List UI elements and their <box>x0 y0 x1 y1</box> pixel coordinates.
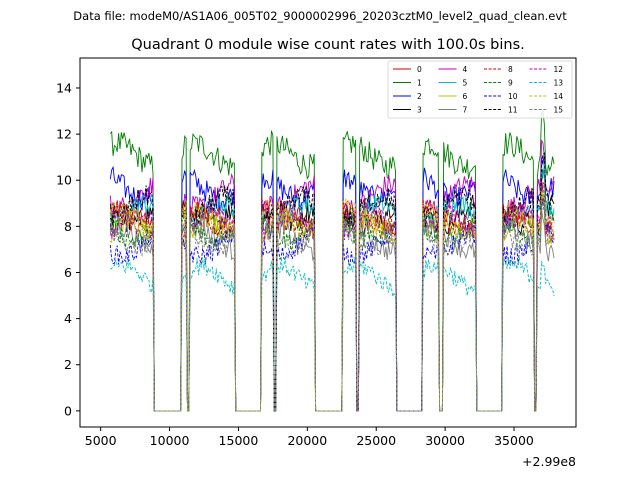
legend-label-12: 12 <box>554 65 564 74</box>
x-tick-label: 10000 <box>150 433 190 448</box>
x-axis: 5000 10000 15000 20000 25000 30000 35000 <box>85 427 534 448</box>
legend-label-0: 0 <box>417 65 422 74</box>
y-tick-label: 4 <box>64 311 72 326</box>
legend-label-14: 14 <box>554 92 564 101</box>
legend-label-9: 9 <box>508 78 513 87</box>
x-tick-label: 25000 <box>356 433 396 448</box>
y-tick-label: 8 <box>64 219 72 234</box>
legend-label-3: 3 <box>417 105 422 114</box>
series-line-15 <box>110 200 555 412</box>
y-tick-label: 14 <box>56 80 72 95</box>
y-tick-label: 0 <box>64 403 72 418</box>
figure-suptitle: Data file: modeM0/AS1A06_005T02_90000029… <box>73 9 567 23</box>
legend-label-13: 13 <box>554 78 564 87</box>
legend-label-15: 15 <box>554 105 564 114</box>
legend-label-1: 1 <box>417 78 422 87</box>
legend-label-10: 10 <box>508 92 518 101</box>
y-axis: 0 2 4 6 8 10 12 14 <box>56 80 80 418</box>
x-tick-label: 15000 <box>219 433 259 448</box>
y-tick-label: 2 <box>64 357 72 372</box>
x-tick-label: 35000 <box>494 433 534 448</box>
legend-label-11: 11 <box>508 105 518 114</box>
series-layer <box>109 109 555 412</box>
legend-label-2: 2 <box>417 92 422 101</box>
legend-label-5: 5 <box>463 78 468 87</box>
x-tick-label: 20000 <box>287 433 327 448</box>
chart-title: Quadrant 0 module wise count rates with … <box>131 37 525 53</box>
legend-label-8: 8 <box>508 65 513 74</box>
x-offset-label: +2.99e8 <box>522 454 576 469</box>
legend-box <box>387 60 573 119</box>
x-tick-label: 5000 <box>85 433 117 448</box>
legend-label-7: 7 <box>463 105 468 114</box>
y-tick-label: 10 <box>56 173 72 188</box>
y-tick-label: 12 <box>56 127 72 142</box>
legend-label-6: 6 <box>463 92 468 101</box>
y-tick-label: 6 <box>64 265 72 280</box>
axes-frame <box>79 57 577 428</box>
x-tick-label: 30000 <box>425 433 465 448</box>
legend-label-4: 4 <box>463 65 468 74</box>
